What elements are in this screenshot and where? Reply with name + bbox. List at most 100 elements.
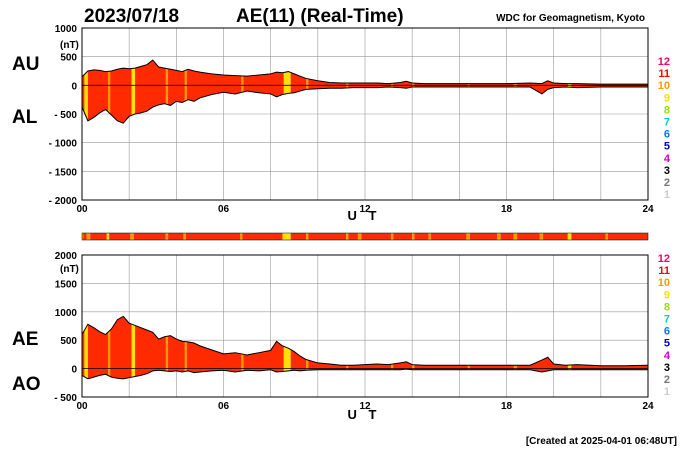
activity-segment: [282, 233, 291, 240]
panel2-xlabel: U T: [348, 407, 381, 422]
y-tick-label: 500: [60, 336, 77, 347]
y-tick-label: 500: [60, 53, 77, 64]
level-stripe: [241, 60, 244, 124]
y-tick-label: - 500: [54, 110, 77, 121]
level-stripe: [84, 60, 88, 124]
scale-entry: 6: [664, 326, 670, 338]
au-line: [81, 59, 648, 85]
activity-segment: [571, 233, 606, 240]
grid-lines: [81, 27, 649, 201]
level-stripes: [84, 316, 572, 379]
activity-segment: [513, 233, 518, 240]
ao-line: [81, 368, 648, 380]
level-stripe: [346, 316, 349, 379]
activity-segment: [306, 233, 309, 240]
activity-bar: [81, 232, 649, 241]
scale-entry: 7: [664, 117, 670, 129]
activity-segment: [90, 233, 107, 240]
scale-entry: 2: [664, 374, 670, 386]
panel1-xlabel: U T: [348, 208, 381, 223]
activity-segment: [348, 233, 358, 240]
source-label: WDC for Geomagnetism, Kyoto: [496, 13, 645, 24]
scale-entry: 8: [664, 301, 670, 313]
al-series-label: AL: [12, 107, 38, 128]
level-stripe: [390, 316, 394, 379]
al-line: [81, 86, 648, 124]
activity-segment: [242, 233, 283, 240]
panel2-ylabel: (nT): [60, 264, 79, 275]
scale-entry: 11: [658, 68, 670, 80]
activity-segment: [290, 233, 307, 240]
activity-segment: [393, 233, 413, 240]
x-tick-label: 18: [501, 401, 513, 412]
activity-segment: [361, 233, 391, 240]
activity-segment: [109, 233, 131, 240]
chart-title: AE(11) (Real-Time): [236, 6, 404, 27]
y-tick-label: 1000: [55, 24, 78, 35]
created-timestamp: [Created at 2025-04-01 06:48UT]: [526, 436, 677, 447]
activity-segment: [183, 233, 186, 240]
y-tick-label: - 1000: [49, 139, 78, 150]
activity-segment: [539, 233, 544, 240]
scale-entry: 3: [664, 165, 670, 177]
grid-lines: [81, 254, 649, 398]
au-series-label: AU: [12, 54, 39, 75]
scale-entry: 5: [664, 141, 670, 153]
level-stripe: [412, 316, 415, 379]
activity-segment: [414, 233, 429, 240]
activity-segment: [346, 233, 349, 240]
level-stripe: [567, 316, 572, 379]
x-tick-label: 24: [642, 401, 654, 412]
activity-segment: [240, 233, 243, 240]
y-tick-label: - 1500: [49, 167, 78, 178]
plot-frame: [81, 27, 649, 201]
activity-segment: [86, 233, 91, 240]
level-stripe: [513, 316, 518, 379]
activity-segment: [469, 233, 498, 240]
scale-entry: 9: [664, 92, 670, 104]
level-stripe: [131, 316, 136, 379]
ao-series-label: AO: [12, 374, 41, 395]
scale-entry: 1: [664, 386, 670, 398]
scale-entry: 7: [664, 314, 670, 326]
activity-bar-frame: [81, 232, 649, 241]
activity-segment: [133, 233, 166, 240]
scale-entry: 3: [664, 362, 670, 374]
x-tick-label: 00: [76, 204, 88, 215]
activity-segment: [605, 233, 608, 240]
activity-segment: [517, 233, 540, 240]
level-stripe: [165, 60, 169, 124]
level-stripe: [165, 316, 169, 379]
activity-segment: [567, 233, 572, 240]
y-tick-label: - 500: [54, 393, 77, 404]
level-stripe: [107, 60, 111, 124]
level-stripe: [131, 60, 136, 124]
x-tick-label: 12: [359, 401, 371, 412]
scale-entry: 5: [664, 338, 670, 350]
activity-segment: [497, 233, 501, 240]
scale-entry: 10: [658, 80, 670, 92]
activity-segment: [82, 233, 84, 240]
range-area: [82, 60, 648, 124]
y-tick-label: 0: [71, 81, 77, 92]
y-tick-label: 1500: [55, 279, 78, 290]
x-tick-label: 00: [76, 401, 88, 412]
scale-entry: 6: [664, 129, 670, 141]
scale-entry: 12: [658, 253, 670, 265]
scale-entry: 8: [664, 104, 670, 116]
plot-frame: [81, 254, 649, 398]
date-label: 2023/07/18: [84, 6, 179, 27]
scale-entry: 2: [664, 177, 670, 189]
activity-segment: [543, 233, 568, 240]
y-tick-label: - 2000: [49, 196, 78, 207]
scale-entry: 4: [664, 153, 671, 165]
level-stripe: [184, 316, 187, 379]
scale-entry: 12: [658, 56, 670, 68]
activity-segment: [130, 233, 134, 240]
y-tick-label: 2000: [55, 251, 78, 262]
x-tick-label: 06: [218, 401, 230, 412]
